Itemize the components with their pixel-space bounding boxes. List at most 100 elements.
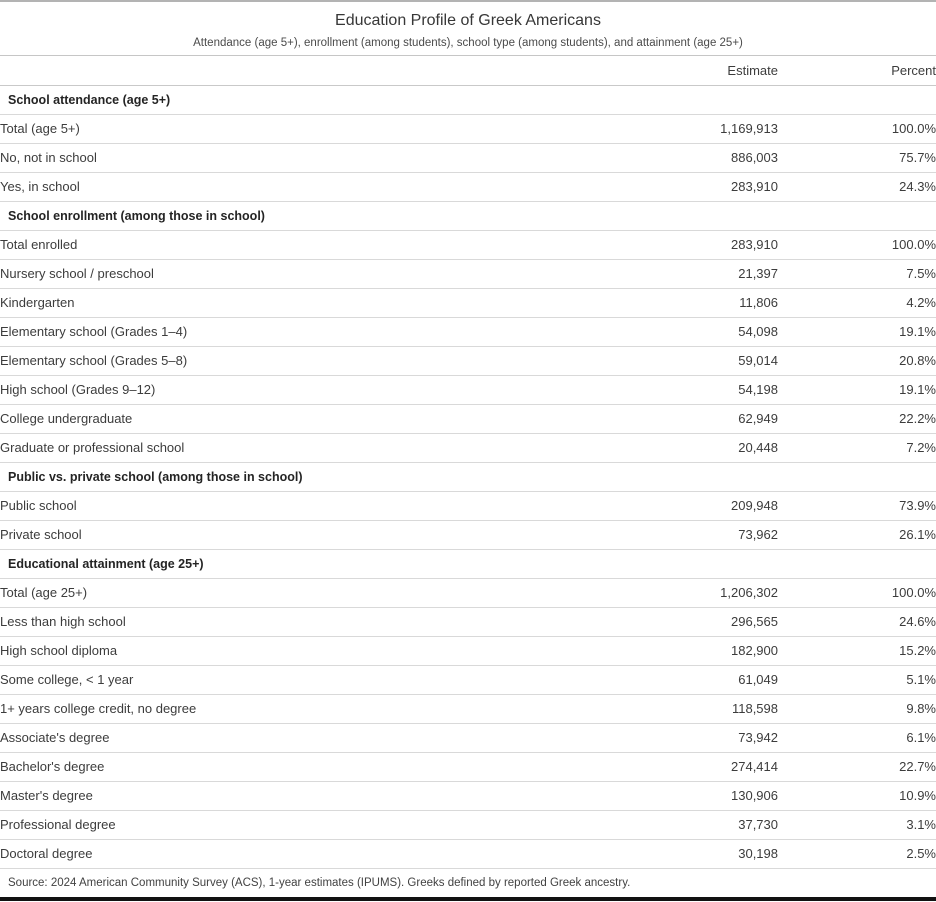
row-estimate: 21,397 [618, 259, 778, 289]
row-percent: 100.0% [778, 578, 936, 608]
row-percent: 15.2% [778, 636, 936, 666]
row-estimate: 283,910 [618, 172, 778, 202]
row-label: Master's degree [0, 781, 618, 811]
education-data-table: Estimate Percent School attendance (age … [0, 56, 936, 869]
row-percent: 7.2% [778, 433, 936, 463]
row-label: Elementary school (Grades 5–8) [0, 346, 618, 376]
column-header-estimate: Estimate [618, 56, 778, 86]
row-label: Some college, < 1 year [0, 665, 618, 695]
row-percent: 19.1% [778, 375, 936, 405]
row-label: No, not in school [0, 143, 618, 173]
row-percent: 2.5% [778, 839, 936, 869]
table-row: Elementary school (Grades 1–4) 54,098 19.1… [0, 317, 936, 347]
row-label: Elementary school (Grades 1–4) [0, 317, 618, 347]
row-label: Nursery school / preschool [0, 259, 618, 289]
table-row: Kindergarten 11,806 4.2% [0, 288, 936, 318]
row-estimate: 1,169,913 [618, 114, 778, 144]
row-estimate: 296,565 [618, 607, 778, 637]
row-percent: 4.2% [778, 288, 936, 318]
table-row: Private school 73,962 26.1% [0, 520, 936, 550]
section-header-label: School attendance (age 5+) [0, 85, 936, 115]
table-row: Elementary school (Grades 5–8) 59,014 20.8… [0, 346, 936, 376]
table-row: Nursery school / preschool 21,397 7.5% [0, 259, 936, 289]
table-header: Estimate Percent [0, 56, 936, 86]
table-row: Total (age 5+) 1,169,913 100.0% [0, 114, 936, 144]
row-percent: 9.8% [778, 694, 936, 724]
table-row: 1+ years college credit, no degree 118,59… [0, 694, 936, 724]
row-percent: 24.3% [778, 172, 936, 202]
row-label: Bachelor's degree [0, 752, 618, 782]
page-title: Education Profile of Greek Americans [335, 12, 601, 29]
table-row: Bachelor's degree 274,414 22.7% [0, 752, 936, 782]
row-label: Associate's degree [0, 723, 618, 753]
row-percent: 75.7% [778, 143, 936, 173]
row-label: Total (age 5+) [0, 114, 618, 144]
table-row: College undergraduate 62,949 22.2% [0, 404, 936, 434]
row-estimate: 130,906 [618, 781, 778, 811]
row-estimate: 20,448 [618, 433, 778, 463]
row-percent: 22.7% [778, 752, 936, 782]
row-estimate: 37,730 [618, 810, 778, 840]
row-estimate: 73,962 [618, 520, 778, 550]
section-header-row: Educational attainment (age 25+) [0, 549, 936, 579]
row-percent: 7.5% [778, 259, 936, 289]
row-label: Yes, in school [0, 172, 618, 202]
table-body: School attendance (age 5+) Total (age 5+)… [0, 85, 936, 869]
row-percent: 20.8% [778, 346, 936, 376]
row-label: Private school [0, 520, 618, 550]
table-row: Yes, in school 283,910 24.3% [0, 172, 936, 202]
table-row: High school diploma 182,900 15.2% [0, 636, 936, 666]
row-estimate: 209,948 [618, 491, 778, 521]
table-row: Less than high school 296,565 24.6% [0, 607, 936, 637]
row-label: Kindergarten [0, 288, 618, 318]
row-estimate: 30,198 [618, 839, 778, 869]
row-percent: 5.1% [778, 665, 936, 695]
section-header-row: School enrollment (among those in school… [0, 201, 936, 231]
row-label: High school (Grades 9–12) [0, 375, 618, 405]
table-title-block: Education Profile of Greek Americans Att… [0, 0, 936, 56]
table-row: Associate's degree 73,942 6.1% [0, 723, 936, 753]
row-estimate: 1,206,302 [618, 578, 778, 608]
row-label: Doctoral degree [0, 839, 618, 869]
table-row: Total (age 25+) 1,206,302 100.0% [0, 578, 936, 608]
row-estimate: 118,598 [618, 694, 778, 724]
section-header-label: Educational attainment (age 25+) [0, 549, 936, 579]
row-percent: 100.0% [778, 230, 936, 260]
row-estimate: 61,049 [618, 665, 778, 695]
row-label: 1+ years college credit, no degree [0, 694, 618, 724]
row-estimate: 54,198 [618, 375, 778, 405]
section-header-row: School attendance (age 5+) [0, 85, 936, 115]
row-estimate: 62,949 [618, 404, 778, 434]
column-header-row: Estimate Percent [0, 56, 936, 86]
row-estimate: 182,900 [618, 636, 778, 666]
row-percent: 24.6% [778, 607, 936, 637]
row-percent: 19.1% [778, 317, 936, 347]
row-label: Less than high school [0, 607, 618, 637]
row-estimate: 11,806 [618, 288, 778, 318]
table-bottom-rule [0, 897, 936, 901]
row-estimate: 73,942 [618, 723, 778, 753]
row-estimate: 59,014 [618, 346, 778, 376]
table-row: Public school 209,948 73.9% [0, 491, 936, 521]
table-row: Master's degree 130,906 10.9% [0, 781, 936, 811]
row-percent: 26.1% [778, 520, 936, 550]
column-header-percent: Percent [778, 56, 936, 86]
table-row: Some college, < 1 year 61,049 5.1% [0, 665, 936, 695]
table-row: No, not in school 886,003 75.7% [0, 143, 936, 173]
row-percent: 73.9% [778, 491, 936, 521]
row-percent: 22.2% [778, 404, 936, 434]
table-row: Professional degree 37,730 3.1% [0, 810, 936, 840]
row-percent: 100.0% [778, 114, 936, 144]
table-row: High school (Grades 9–12) 54,198 19.1% [0, 375, 936, 405]
row-label: Public school [0, 491, 618, 521]
table-row: Doctoral degree 30,198 2.5% [0, 839, 936, 869]
row-label: Graduate or professional school [0, 433, 618, 463]
row-label: Total (age 25+) [0, 578, 618, 608]
row-estimate: 283,910 [618, 230, 778, 260]
row-label: Total enrolled [0, 230, 618, 260]
row-percent: 6.1% [778, 723, 936, 753]
row-estimate: 886,003 [618, 143, 778, 173]
row-label: Professional degree [0, 810, 618, 840]
section-header-label: School enrollment (among those in school… [0, 201, 936, 231]
